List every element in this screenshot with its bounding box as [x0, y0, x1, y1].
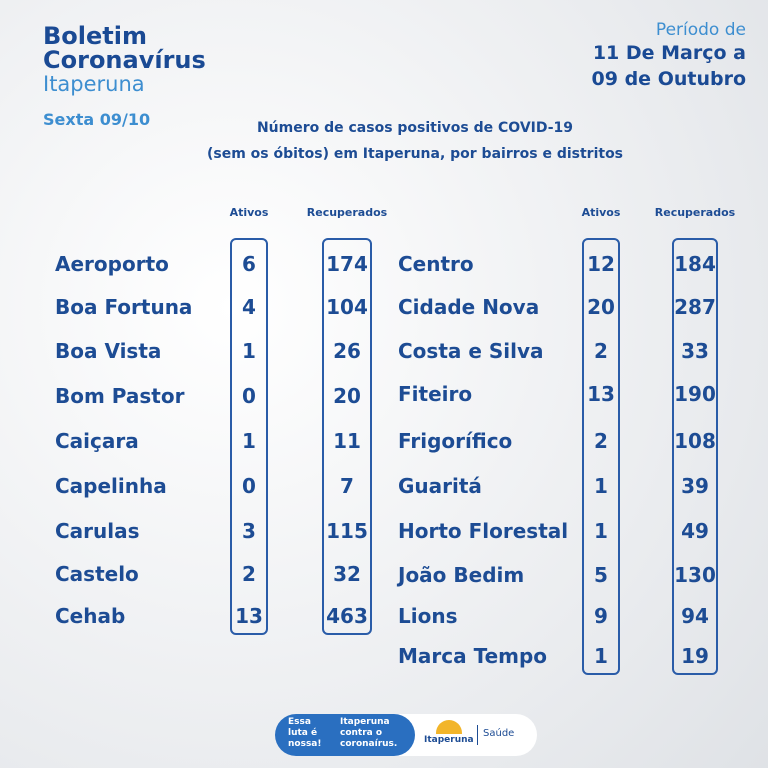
- divider: [477, 725, 478, 745]
- district-name: Carulas: [55, 519, 140, 543]
- district-name: Capelinha: [55, 474, 167, 498]
- district-name: Cehab: [55, 604, 126, 628]
- active-count: 12: [587, 252, 615, 276]
- district-name: João Bedim: [398, 563, 525, 587]
- district-name: Boa Fortuna: [55, 295, 193, 319]
- recovered-count: 104: [326, 295, 368, 319]
- recovered-count: 94: [681, 604, 709, 628]
- recovered-count: 39: [681, 474, 709, 498]
- recovered-count: 26: [333, 339, 361, 363]
- district-name: Centro: [398, 252, 474, 276]
- active-count: 1: [594, 519, 608, 543]
- recovered-count: 287: [674, 295, 716, 319]
- recovered-count: 463: [326, 604, 368, 628]
- recovered-count: 108: [674, 429, 716, 453]
- district-name: Marca Tempo: [398, 644, 548, 668]
- district-name: Guaritá: [398, 474, 482, 498]
- district-name: Fiteiro: [398, 382, 473, 406]
- active-count: 0: [242, 474, 256, 498]
- column-header: Recuperados: [654, 206, 736, 219]
- slogan: Itaperuna contra o coronaírus.: [340, 717, 397, 750]
- slogan-line: coronaírus.: [340, 739, 398, 749]
- active-count: 0: [242, 384, 256, 408]
- active-count: 4: [242, 295, 256, 319]
- recovered-count: 49: [681, 519, 709, 543]
- badge-line: Essa: [288, 717, 311, 727]
- active-count: 5: [594, 563, 608, 587]
- active-count: 1: [594, 474, 608, 498]
- title: Boletim: [43, 22, 147, 50]
- active-count: 2: [594, 429, 608, 453]
- recovered-count: 174: [326, 252, 368, 276]
- city: Itaperuna: [43, 72, 145, 96]
- slogan-line: Itaperuna: [340, 717, 390, 727]
- district-name: Aeroporto: [55, 252, 169, 276]
- district-name: Caiçara: [55, 429, 139, 453]
- badge-line: luta é: [288, 728, 318, 738]
- active-count: 13: [587, 382, 615, 406]
- district-name: Bom Pastor: [55, 384, 185, 408]
- slogan-line: contra o: [340, 728, 383, 738]
- period: 11 De Março a: [592, 42, 746, 64]
- column-box: [582, 238, 620, 675]
- date: Sexta 09/10: [43, 110, 151, 129]
- district-name: Frigorífico: [398, 429, 513, 453]
- column-header: Ativos: [229, 206, 269, 219]
- active-count: 9: [594, 604, 608, 628]
- title: Coronavírus: [43, 46, 206, 74]
- active-count: 2: [594, 339, 608, 363]
- recovered-count: 184: [674, 252, 716, 276]
- recovered-count: 115: [326, 519, 368, 543]
- logo-sun: [436, 720, 462, 734]
- column-header: Ativos: [581, 206, 621, 219]
- district-name: Horto Florestal: [398, 519, 569, 543]
- column-box: [672, 238, 718, 675]
- badge-line: nossa!: [288, 739, 322, 749]
- period: Período de: [655, 20, 746, 40]
- active-count: 1: [242, 429, 256, 453]
- footer-badge-bg: [275, 714, 415, 756]
- recovered-count: 33: [681, 339, 709, 363]
- dept: Saúde: [483, 728, 515, 739]
- column-box: [322, 238, 372, 635]
- active-count: 1: [242, 339, 256, 363]
- active-count: 2: [242, 562, 256, 586]
- subtitle: (sem os óbitos) em Itaperuna, por bairro…: [206, 146, 624, 162]
- recovered-count: 32: [333, 562, 361, 586]
- period: 09 de Outubro: [591, 68, 746, 90]
- recovered-count: 130: [674, 563, 716, 587]
- recovered-count: 7: [340, 474, 354, 498]
- active-count: 20: [587, 295, 615, 319]
- recovered-count: 190: [674, 382, 716, 406]
- column-box: [230, 238, 268, 635]
- district-name: Boa Vista: [55, 339, 162, 363]
- column-header: Recuperados: [306, 206, 388, 219]
- subtitle: Número de casos positivos de COVID-19: [256, 120, 574, 136]
- active-count: 1: [594, 644, 608, 668]
- active-count: 13: [235, 604, 263, 628]
- district-name: Costa e Silva: [398, 339, 544, 363]
- badge: Essa luta é nossa!: [288, 717, 321, 750]
- district-name: Cidade Nova: [398, 295, 540, 319]
- district-name: Castelo: [55, 562, 139, 586]
- active-count: 3: [242, 519, 256, 543]
- logo: Itaperuna: [424, 735, 474, 745]
- recovered-count: 19: [681, 644, 709, 668]
- recovered-count: 20: [333, 384, 361, 408]
- active-count: 6: [242, 252, 256, 276]
- district-name: Lions: [398, 604, 458, 628]
- recovered-count: 11: [333, 429, 361, 453]
